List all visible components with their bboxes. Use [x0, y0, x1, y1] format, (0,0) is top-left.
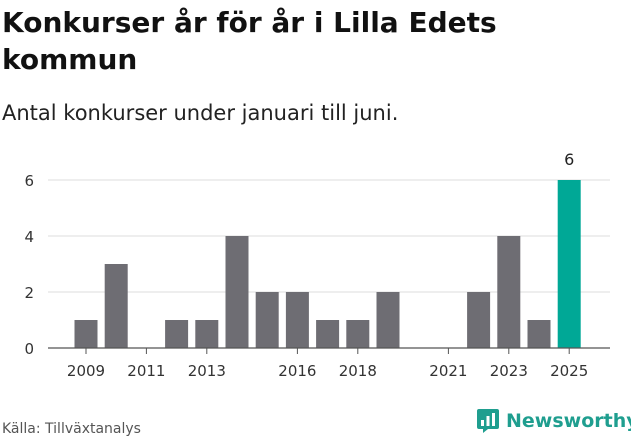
bar-2023 — [497, 236, 521, 348]
bar-2017 — [316, 320, 340, 348]
bars-layer — [74, 180, 581, 348]
bar-2025 — [557, 180, 581, 348]
grid-layer — [48, 179, 610, 293]
bar-2022 — [467, 292, 491, 348]
y-tick-label: 2 — [24, 284, 34, 302]
bar-2024 — [527, 320, 551, 348]
bar-2019 — [376, 292, 400, 348]
bar-chart: 0 2 4 6 6 2009 2011 2013 2016 2018 2021 2023 2025 — [24, 150, 610, 380]
bar-2010 — [104, 264, 128, 348]
x-tick-label: 2011 — [127, 362, 165, 380]
x-tick-label: 2016 — [278, 362, 316, 380]
chart-title: Konkurser år för år i Lilla Edets kommun — [2, 6, 497, 76]
x-tick-label: 2013 — [188, 362, 226, 380]
brand-logo: Newsworthy — [476, 408, 631, 434]
bar-2014 — [225, 236, 249, 348]
x-tick-label: 2025 — [550, 362, 588, 380]
x-tick-label: 2023 — [490, 362, 528, 380]
y-tick-label: 6 — [24, 172, 34, 190]
chart-subtitle: Antal konkurser under januari till juni. — [2, 101, 399, 125]
x-tick-label: 2018 — [339, 362, 377, 380]
y-tick-label: 0 — [24, 340, 34, 358]
bar-2009 — [74, 320, 98, 348]
x-tick-label: 2009 — [67, 362, 105, 380]
y-tick-label: 4 — [24, 228, 34, 246]
bar-2015 — [255, 292, 279, 348]
bar-2013 — [195, 320, 219, 348]
x-tick-label: 2021 — [429, 362, 467, 380]
ticks-layer: 0 2 4 6 6 2009 2011 2013 2016 2018 2021 2023 2025 — [24, 150, 610, 380]
data-label-2025: 6 — [564, 150, 574, 169]
bar-2012 — [165, 320, 189, 348]
newsworthy-logo-icon — [477, 409, 499, 433]
brand-name: Newsworthy — [506, 410, 631, 432]
bar-2016 — [285, 292, 309, 348]
bar-2018 — [346, 320, 370, 348]
source-note: Källa: Tillväxtanalys — [2, 421, 141, 437]
